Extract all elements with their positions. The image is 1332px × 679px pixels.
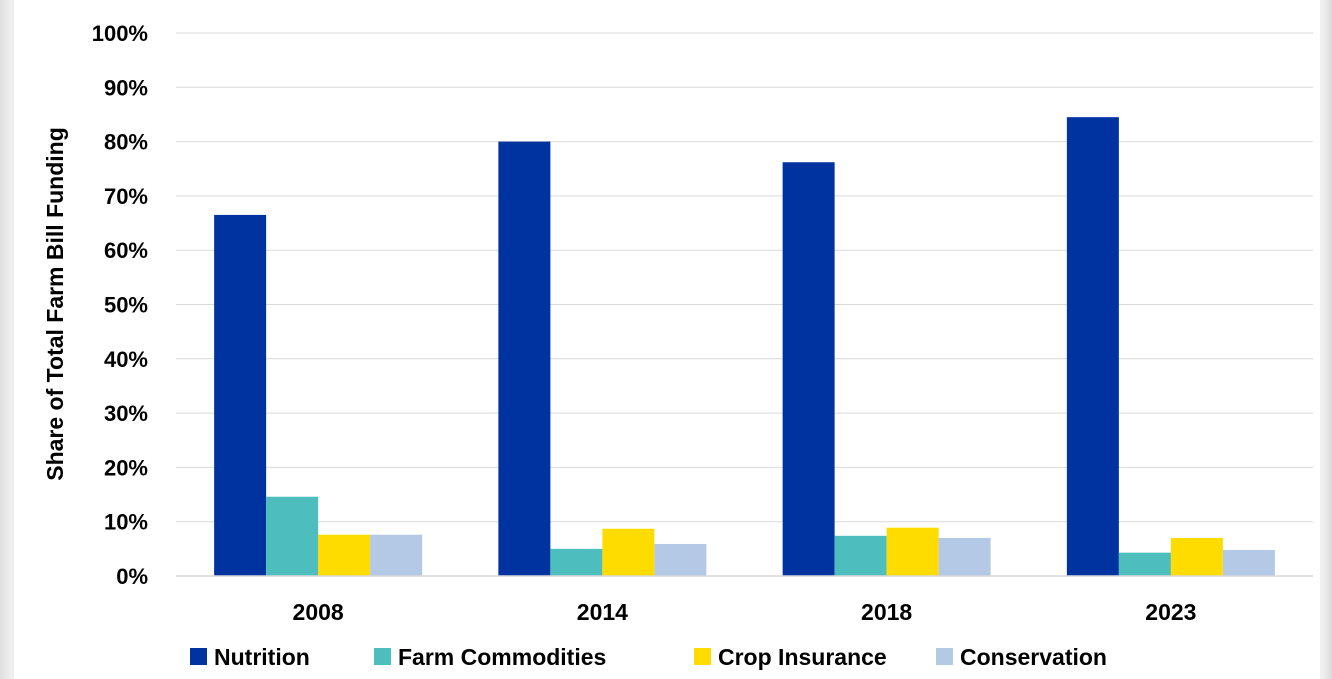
bar [886, 527, 939, 576]
bar [214, 214, 267, 576]
y-tick-label: 10% [104, 510, 148, 535]
legend-swatch [936, 648, 953, 665]
y-tick-label: 20% [104, 455, 148, 480]
y-tick-label: 40% [104, 347, 148, 372]
legend-label: Nutrition [214, 644, 310, 670]
bar [498, 141, 551, 576]
legend-label: Crop Insurance [718, 644, 887, 670]
y-tick-label: 50% [104, 293, 148, 318]
bar [370, 534, 423, 576]
y-tick-label: 80% [104, 130, 148, 155]
bar [1222, 549, 1275, 576]
bar [602, 528, 655, 576]
bar [266, 496, 319, 576]
x-tick-label: 2018 [861, 599, 912, 625]
bar [318, 534, 371, 576]
y-axis-label: Share of Total Farm Bill Funding [42, 127, 68, 481]
bar [782, 162, 835, 576]
bar [1066, 117, 1119, 576]
legend-swatch [374, 648, 391, 665]
legend-label: Farm Commodities [398, 644, 606, 670]
legend-swatch [694, 648, 711, 665]
y-tick-label: 30% [104, 401, 148, 426]
bar [1118, 552, 1171, 576]
legend-label: Conservation [960, 644, 1107, 670]
y-axis-tick-labels: 0% 10% 20% 30% 40% 50% 60% 70% 80% 90% 100% [92, 21, 148, 589]
bar [1170, 537, 1223, 576]
y-tick-label: 100% [92, 21, 148, 46]
y-tick-label: 90% [104, 75, 148, 100]
legend-swatch [190, 648, 207, 665]
y-tick-label: 0% [116, 564, 148, 589]
x-tick-label: 2023 [1145, 599, 1196, 625]
x-axis-tick-labels: 2008 2014 2018 2023 [293, 599, 1197, 625]
bar [938, 537, 991, 576]
legend: Nutrition Farm Commodities Crop Insurance C… [190, 644, 1107, 670]
bar [654, 543, 707, 576]
bar [834, 535, 887, 576]
y-tick-label: 70% [104, 184, 148, 209]
bars [214, 117, 1275, 576]
x-tick-label: 2008 [293, 599, 344, 625]
gridlines [176, 32, 1313, 523]
y-tick-label: 60% [104, 238, 148, 263]
bar [550, 548, 603, 576]
x-tick-label: 2014 [577, 599, 628, 625]
